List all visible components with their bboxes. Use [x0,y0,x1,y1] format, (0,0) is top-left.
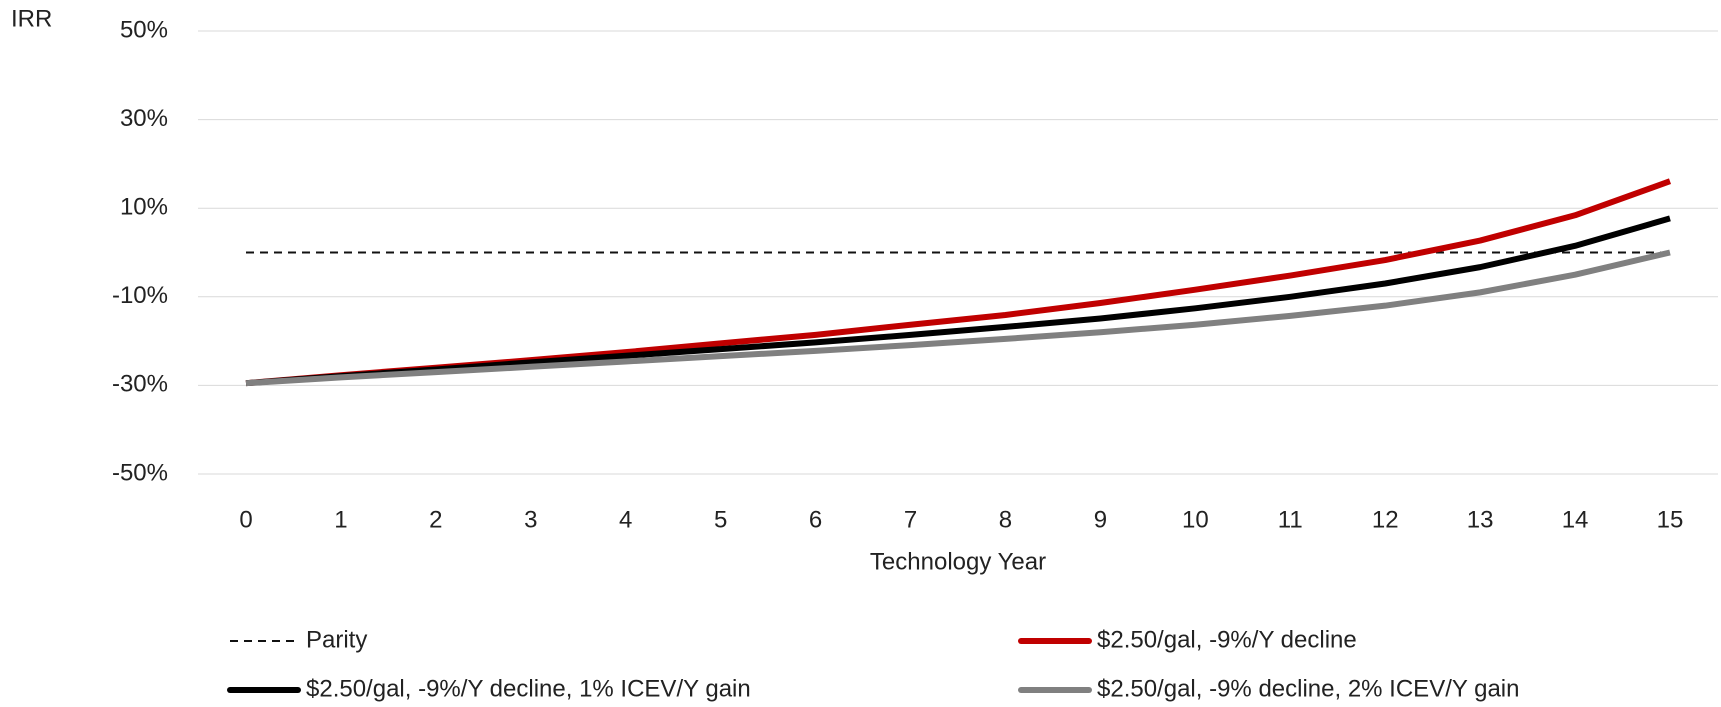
series-line [245,215,1671,387]
y-axis-label: IRR [11,5,52,32]
x-tick-label: 3 [524,506,537,533]
y-tick-label: 30% [120,105,168,132]
x-axis-label: Technology Year [870,548,1046,575]
legend-label: $2.50/gal, -9%/Y decline [1097,626,1357,653]
x-tick-label: 10 [1182,506,1209,533]
x-tick-label: 14 [1562,506,1589,533]
x-tick-label: 15 [1657,506,1684,533]
x-tick-label: 1 [334,506,347,533]
x-tick-label: 0 [239,506,252,533]
y-tick-label: -10% [112,282,168,309]
legend-label: $2.50/gal, -9%/Y decline, 1% ICEV/Y gain [306,675,751,702]
legend-label: Parity [306,626,367,653]
series-line [245,178,1672,387]
x-tick-label: 8 [999,506,1012,533]
x-tick-label: 6 [809,506,822,533]
y-tick-label: -50% [112,459,168,486]
y-tick-label: 10% [120,194,168,221]
y-tick-label: -30% [112,371,168,398]
x-tick-label: 11 [1278,506,1303,533]
x-tick-label: 5 [714,506,727,533]
legend-label: $2.50/gal, -9% decline, 2% ICEV/Y gain [1097,675,1519,702]
y-tick-label: 50% [120,16,168,43]
x-tick-label: 2 [429,506,442,533]
series-line [245,249,1671,387]
x-tick-label: 13 [1467,506,1494,533]
x-tick-label: 9 [1094,506,1107,533]
x-tick-label: 7 [904,506,917,533]
x-tick-label: 12 [1372,506,1399,533]
x-tick-label: 4 [619,506,632,533]
